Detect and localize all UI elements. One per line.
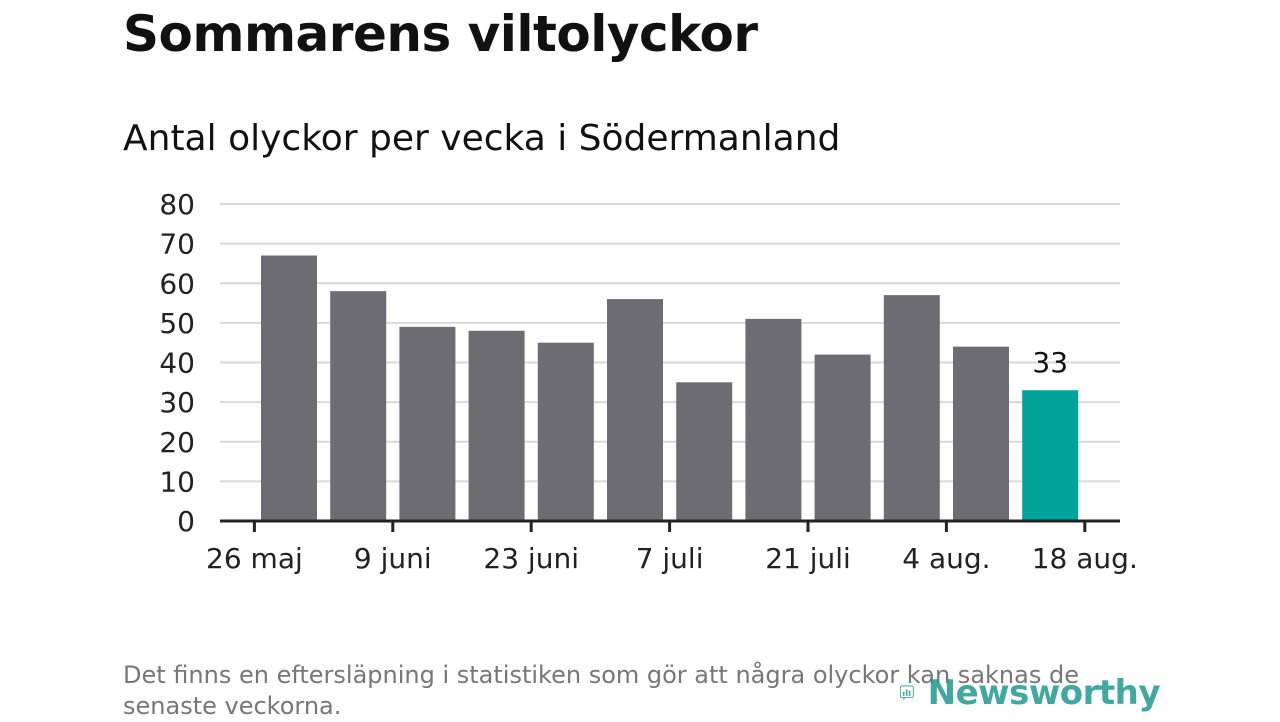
x-tick-label: 18 aug. [1032, 542, 1138, 575]
x-tick-label: 23 juni [483, 542, 579, 575]
chart-subtitle: Antal olyckor per vecka i Södermanland [123, 118, 841, 159]
bar [814, 354, 871, 521]
tick-labels: 0 10 20 30 40 50 60 70 80 33 26 maj 9 juni 23 juni 7 … [159, 188, 1137, 575]
brand-name: Newsworthy [927, 673, 1161, 713]
page-title: Sommarens viltolyckor [123, 5, 758, 63]
x-tick-label: 4 aug. [902, 542, 990, 575]
bar [399, 326, 456, 521]
footnote: Det finns en eftersläpning i statistiken… [123, 661, 1079, 720]
bar [883, 295, 940, 521]
x-tick-label: 26 maj [206, 542, 303, 575]
data-label: 33 [1032, 346, 1068, 379]
bar [261, 255, 317, 521]
bar [330, 291, 387, 521]
y-tick-label: 30 [159, 386, 195, 419]
bar [468, 330, 525, 521]
highlighted-bar [1022, 390, 1079, 521]
y-tick-label: 0 [177, 505, 195, 538]
y-tick-label: 20 [159, 426, 195, 459]
bar [607, 299, 663, 521]
newsworthy-logo-icon [900, 685, 914, 701]
x-tick-label: 9 juni [354, 542, 432, 575]
y-tick-label: 70 [159, 228, 195, 261]
axes [220, 519, 1120, 532]
bar [676, 382, 733, 521]
brand-logo: Newsworthy [900, 666, 1161, 720]
bar [537, 342, 594, 521]
bar-chart: 0 10 20 30 40 50 60 70 80 33 26 maj 9 juni 23 juni 7 … [159, 188, 1137, 575]
x-tick-label: 7 juli [636, 542, 704, 575]
x-tick-label: 21 juli [765, 542, 851, 575]
y-tick-label: 80 [159, 188, 195, 221]
y-tick-label: 40 [159, 347, 195, 380]
bars [261, 255, 1079, 521]
bar [745, 318, 802, 521]
y-tick-label: 60 [159, 267, 195, 300]
y-tick-label: 50 [159, 307, 195, 340]
y-tick-label: 10 [159, 465, 195, 498]
bar [953, 346, 1009, 521]
